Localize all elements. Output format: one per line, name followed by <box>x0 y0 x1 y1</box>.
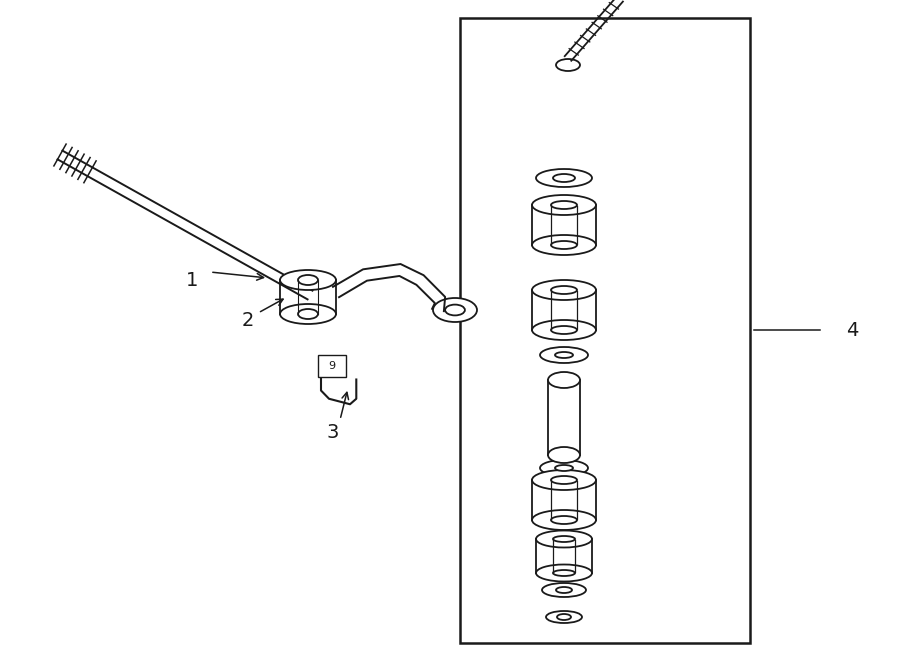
Ellipse shape <box>536 531 592 547</box>
Text: 2: 2 <box>242 311 254 329</box>
Ellipse shape <box>548 372 580 388</box>
Ellipse shape <box>551 286 577 294</box>
Ellipse shape <box>540 347 588 363</box>
Ellipse shape <box>557 614 571 620</box>
Text: 4: 4 <box>846 321 859 340</box>
Ellipse shape <box>532 280 596 300</box>
Ellipse shape <box>553 536 575 542</box>
Ellipse shape <box>298 275 318 285</box>
Ellipse shape <box>553 570 575 576</box>
Ellipse shape <box>532 510 596 530</box>
Ellipse shape <box>556 59 580 71</box>
Ellipse shape <box>532 235 596 255</box>
Ellipse shape <box>548 447 580 463</box>
Ellipse shape <box>536 564 592 582</box>
Ellipse shape <box>298 309 318 319</box>
Ellipse shape <box>553 174 575 182</box>
Ellipse shape <box>551 201 577 209</box>
Ellipse shape <box>551 476 577 484</box>
Ellipse shape <box>532 320 596 340</box>
Ellipse shape <box>551 241 577 249</box>
Text: 3: 3 <box>327 422 339 442</box>
Ellipse shape <box>546 611 582 623</box>
Ellipse shape <box>532 470 596 490</box>
Ellipse shape <box>555 352 573 358</box>
Ellipse shape <box>280 304 336 324</box>
Text: 1: 1 <box>185 270 198 290</box>
Ellipse shape <box>280 270 336 290</box>
Ellipse shape <box>540 460 588 476</box>
Bar <box>318 355 346 377</box>
Text: 9: 9 <box>328 361 336 371</box>
Ellipse shape <box>532 195 596 215</box>
Ellipse shape <box>542 583 586 597</box>
Ellipse shape <box>555 465 573 471</box>
Ellipse shape <box>536 169 592 187</box>
Ellipse shape <box>433 298 477 322</box>
Bar <box>460 18 750 643</box>
Ellipse shape <box>551 516 577 524</box>
Ellipse shape <box>446 305 465 315</box>
Ellipse shape <box>556 587 572 593</box>
Ellipse shape <box>551 326 577 334</box>
